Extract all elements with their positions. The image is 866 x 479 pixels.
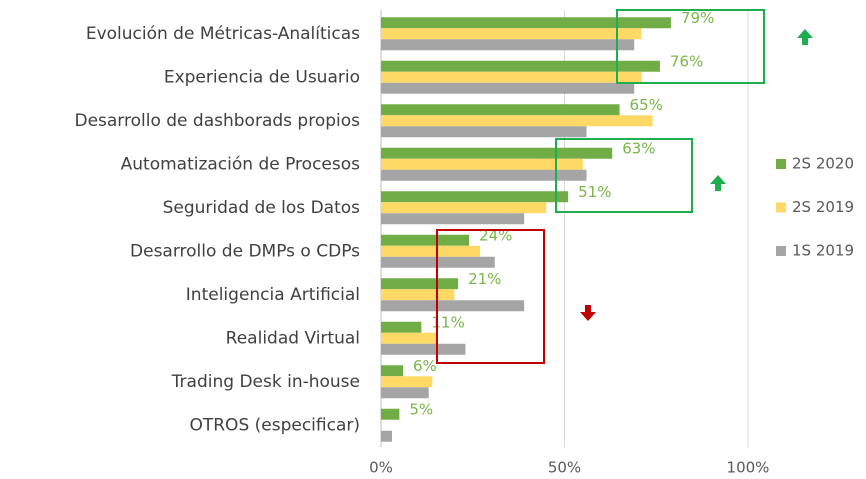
data-label: 6% — [413, 357, 437, 375]
y-tick-label: Evolución de Métricas-Analíticas — [86, 24, 360, 44]
down-arrow — [580, 305, 596, 321]
bar — [381, 202, 547, 214]
bar — [381, 245, 481, 257]
data-label: 76% — [670, 52, 703, 70]
y-tick-label: Realidad Virtual — [226, 328, 360, 348]
bar — [381, 387, 429, 399]
bar — [381, 147, 613, 159]
bar — [381, 191, 569, 203]
bar — [381, 115, 653, 127]
y-tick-label: Automatización de Procesos — [121, 154, 361, 174]
bar — [381, 278, 459, 290]
bar — [381, 289, 455, 301]
bar — [381, 158, 583, 170]
y-tick-label: Desarrollo de DMPs o CDPs — [130, 241, 360, 261]
data-label: 11% — [431, 313, 464, 331]
highlight-box — [555, 138, 693, 213]
bar — [381, 430, 393, 442]
legend-swatch — [776, 202, 786, 213]
bar — [381, 343, 466, 355]
data-label: 5% — [409, 400, 433, 418]
y-tick-label: Experiencia de Usuario — [164, 67, 360, 87]
bar — [381, 213, 525, 225]
up-arrow — [710, 175, 726, 191]
bar — [381, 104, 620, 116]
bar — [381, 365, 404, 377]
bar — [381, 39, 635, 51]
bar — [381, 17, 671, 29]
y-tick-label: OTROS (especificar) — [189, 415, 360, 435]
bar — [381, 300, 525, 312]
bar — [381, 82, 635, 94]
data-label: 63% — [622, 139, 655, 157]
bar — [381, 321, 422, 333]
bar — [381, 332, 437, 344]
data-label: 24% — [479, 226, 512, 244]
y-tick-label: Desarrollo de dashborads propios — [74, 111, 360, 131]
bar — [381, 60, 660, 72]
bar — [381, 28, 642, 40]
x-tick-label: 50% — [548, 459, 581, 477]
bar — [381, 169, 587, 181]
data-label: 51% — [578, 183, 611, 201]
legend-label: 2S 2019 — [792, 198, 854, 216]
highlight-box — [616, 9, 765, 84]
bar — [381, 71, 642, 83]
legend-label: 1S 2019 — [792, 242, 854, 260]
bar — [381, 376, 433, 388]
legend-swatch — [776, 159, 786, 169]
annotations — [436, 9, 765, 364]
up-arrow — [797, 29, 813, 45]
legend-label: 2S 2020 — [792, 155, 854, 173]
x-tick-label: 100% — [727, 459, 770, 477]
y-tick-label: Seguridad de los Datos — [163, 198, 361, 218]
legend-swatch — [776, 246, 786, 256]
data-label: 79% — [681, 9, 714, 27]
y-tick-label: Trading Desk in-house — [171, 372, 360, 392]
bar — [381, 408, 400, 420]
x-tick-label: 0% — [369, 459, 393, 477]
bar — [381, 234, 470, 246]
plot: 0% 50% 100% Evolución de Métricas-Analítica… — [74, 9, 854, 477]
y-tick-label: Inteligencia Artificial — [186, 285, 360, 305]
highlight-box — [436, 229, 545, 364]
data-label: 21% — [468, 270, 501, 288]
bar — [381, 126, 587, 138]
data-label: 65% — [630, 96, 663, 114]
